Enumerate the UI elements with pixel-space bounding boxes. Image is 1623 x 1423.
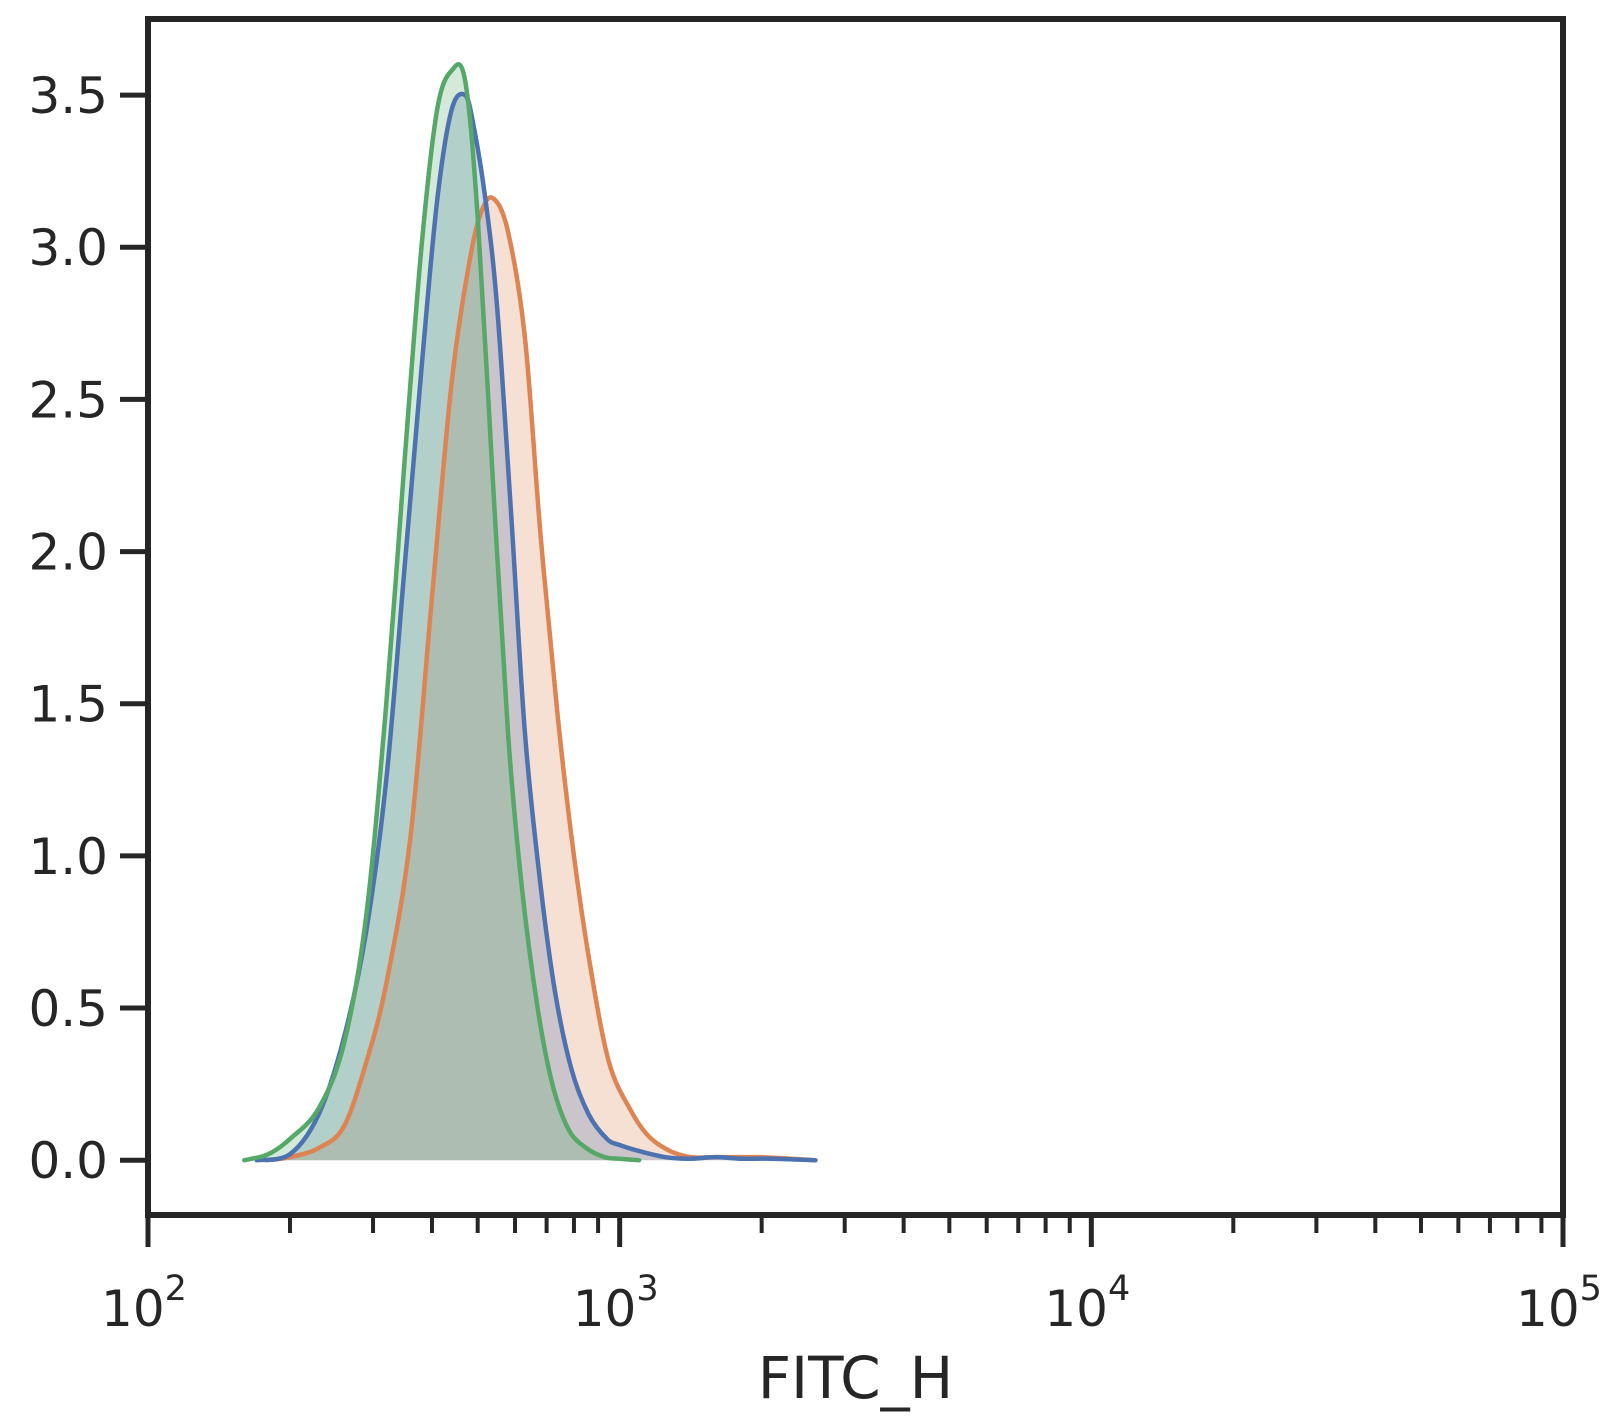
y-tick-label: 1.0 [28,828,108,886]
y-axis: 0.0 0.5 1.0 1.5 2.0 2.5 3.0 3.5 [28,67,148,1190]
x-tick-label: 103 [573,1269,659,1338]
x-tick-label: 105 [1516,1269,1602,1338]
density-area-1 [256,93,816,1161]
density-line-1 [254,91,818,1163]
density-line-2 [242,62,642,1163]
x-tick-label: 102 [101,1269,187,1338]
density-lines [242,62,818,1163]
density-areas [244,64,816,1161]
density-area-2 [244,64,640,1161]
y-tick-label: 2.5 [28,371,108,429]
y-tick-label: 0.5 [28,980,108,1038]
density-area-0 [266,197,816,1161]
y-tick-label: 0.0 [28,1132,108,1190]
y-tick-label: 3.0 [28,219,108,277]
y-tick-label: 3.5 [28,67,108,125]
x-tick-label: 104 [1044,1269,1130,1338]
density-line-0 [263,195,818,1163]
y-tick-label: 2.0 [28,524,108,582]
x-axis-label: FITC_H [758,1344,954,1412]
plot-frame [145,16,1566,1218]
x-axis: 102 103 104 105 [101,1215,1602,1338]
y-tick-label: 1.5 [28,676,108,734]
